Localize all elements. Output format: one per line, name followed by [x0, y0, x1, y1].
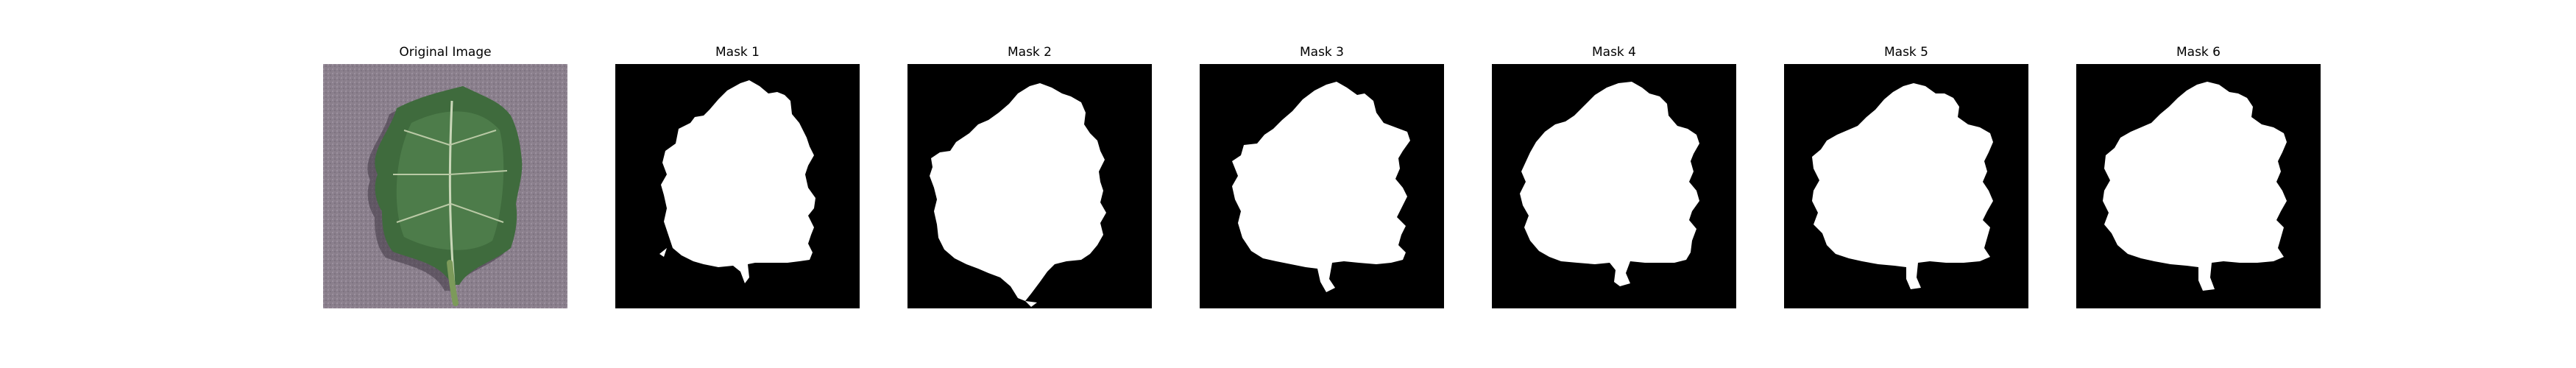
- mask-2-image: [907, 64, 1152, 308]
- panel-mask-3: Mask 3: [1200, 0, 1444, 368]
- panel-title: Mask 1: [715, 45, 760, 60]
- panel-title: Mask 2: [1007, 45, 1052, 60]
- panel-title: Mask 3: [1299, 45, 1344, 60]
- panel-mask-4: Mask 4: [1492, 0, 1736, 368]
- original-leaf-photo: [323, 64, 567, 308]
- mask-6-image: [2076, 64, 2321, 308]
- mask-1-image: [615, 64, 860, 308]
- panel-title: Mask 4: [1591, 45, 1636, 60]
- panel-title: Original Image: [399, 45, 492, 60]
- panel-mask-5: Mask 5: [1784, 0, 2028, 368]
- panel-title: Mask 6: [2176, 45, 2221, 60]
- panel-mask-2: Mask 2: [907, 0, 1152, 368]
- mask-5-image: [1784, 64, 2028, 308]
- panel-mask-6: Mask 6: [2076, 0, 2321, 368]
- panel-title: Mask 5: [1883, 45, 1928, 60]
- panel-original-image: Original Image: [323, 0, 567, 368]
- mask-3-image: [1200, 64, 1444, 308]
- mask-4-image: [1492, 64, 1736, 308]
- panel-mask-1: Mask 1: [615, 0, 860, 368]
